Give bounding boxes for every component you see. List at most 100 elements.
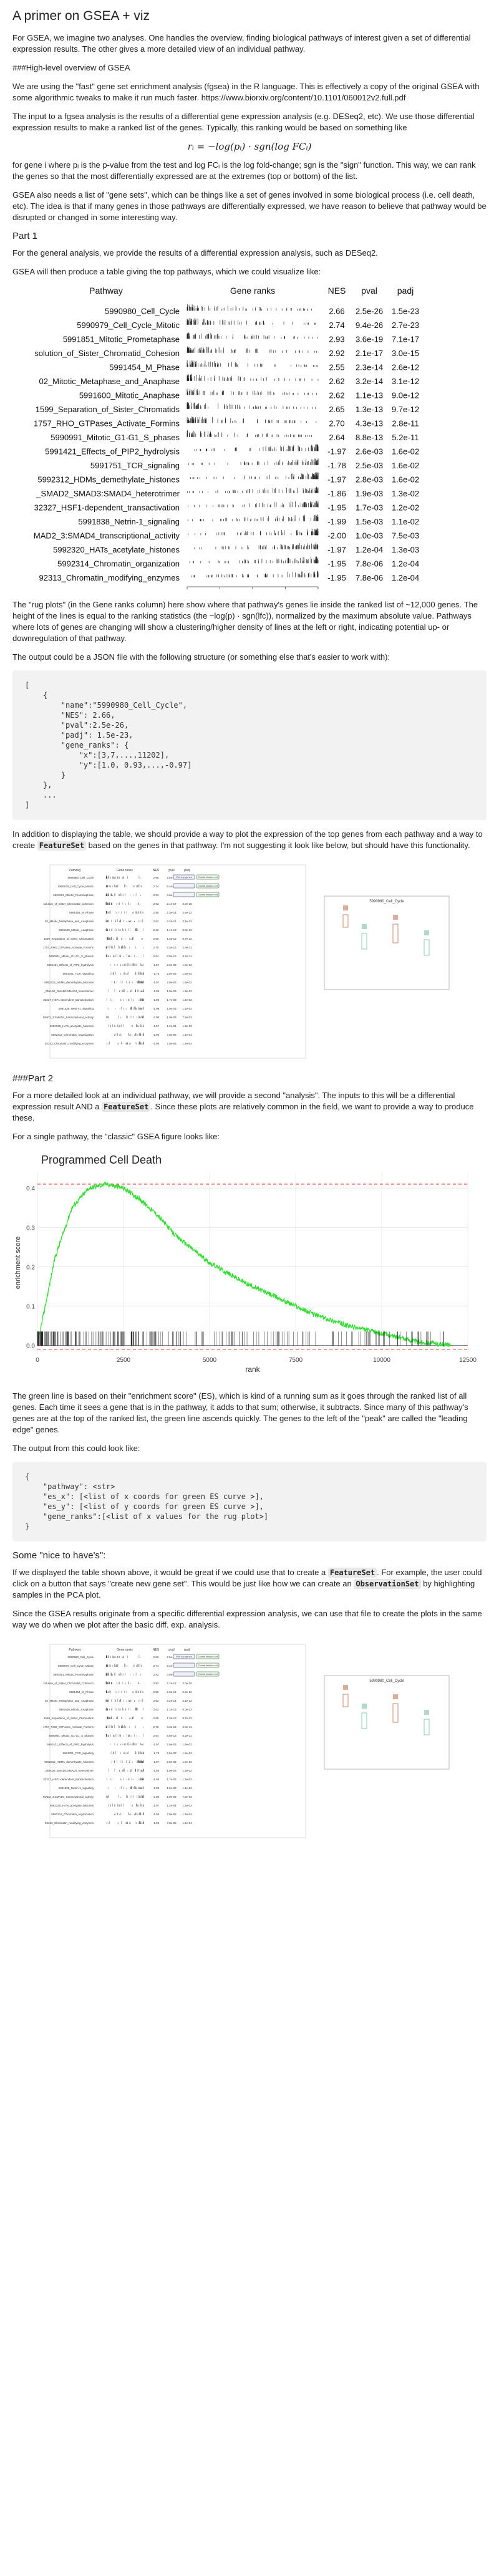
nes-value: -2.00	[327, 531, 346, 540]
mock-nes: 2.66	[153, 876, 159, 879]
es-y-tick: 0.0	[26, 1343, 35, 1349]
plot-top-genes-button-bg	[173, 1654, 195, 1659]
create-feature-set-button-bg	[196, 883, 220, 889]
pathway-label: 1599_Separation_of_Sister_Chromatids	[36, 405, 180, 414]
create-feature-set-button[interactable]: Create feature set	[196, 883, 220, 889]
formula-explain-paragraph: for gene i where pᵢ is the p-value from …	[12, 160, 476, 181]
side-plot-marker	[393, 915, 398, 920]
mock-pval: 2.1e-17	[167, 1682, 177, 1685]
side-plot-box	[392, 1703, 399, 1723]
side-plot-marker	[362, 1704, 367, 1709]
create-feature-set-button[interactable]: Create feature set	[196, 1662, 220, 1668]
featureset-text-pre: In addition to displaying the table, we …	[12, 829, 483, 850]
part2-label: ###Part 2	[12, 1073, 54, 1084]
rug-plot	[187, 318, 316, 325]
mock-rug-plot	[105, 919, 143, 922]
side-plot-box	[342, 914, 349, 928]
padj-value: 5.2e-11	[392, 433, 419, 442]
pathway-label: 5990980_Cell_Cycle	[105, 306, 180, 316]
plot-top-genes-button[interactable]: Plot top genes	[173, 874, 195, 880]
mock-table-header: Pathway	[69, 1648, 81, 1652]
nes-value: -1.99	[327, 517, 346, 526]
pathway-label: 5991838_Netrin-1_signaling	[78, 517, 180, 526]
mock-rug-plot	[105, 1699, 143, 1702]
pval-value: 3.2e-14	[356, 377, 383, 386]
mock-pathway-label: 5991421_Effects_of_PIP2_hydrolysis	[47, 963, 94, 967]
pathway-label: 5991751_TCR_signaling	[90, 461, 180, 470]
mock-nes: 2.62	[153, 1699, 159, 1702]
mock-rug-plot	[105, 954, 143, 957]
side-plot-marker	[343, 905, 348, 910]
create-feature-set-button-bg	[196, 892, 220, 897]
mock-pval: 3.2e-14	[167, 920, 177, 923]
es-x-tick: 7500	[289, 1357, 303, 1364]
mock-pval: 1.5e-03	[167, 1007, 177, 1010]
mock-pval: 3.6e-19	[167, 1673, 177, 1676]
observationset-code: ObservationSet	[354, 1579, 421, 1589]
mock-table-panel	[49, 1644, 306, 1838]
plot-top-genes-button[interactable]	[173, 892, 195, 897]
mock-padj: 1.2e-04	[182, 1813, 192, 1816]
mock-rug-plot	[105, 902, 140, 905]
create-feature-set-button[interactable]: Create feature set	[196, 1654, 220, 1659]
create-feature-set-button[interactable]: Create feature set	[196, 874, 220, 880]
mock-nes: -1.95	[153, 1033, 160, 1036]
mock-nes: 2.64	[153, 1734, 159, 1737]
mock-nes: -1.99	[153, 1787, 160, 1790]
mock-padj: 9.0e-12	[182, 929, 192, 932]
create-feature-set-button[interactable]: Create feature set	[196, 1671, 220, 1677]
rug-plot	[188, 528, 319, 536]
genesets-paragraph: GSEA also needs a list of "gene sets", w…	[12, 190, 487, 222]
pval-value: 2.1e-17	[356, 349, 383, 358]
rug-plot	[187, 304, 312, 311]
mock-pathway-label: 5990980_Cell_Cycle	[67, 876, 94, 879]
mock-padj: 1.6e-02	[182, 981, 192, 984]
mock-pathway-label: 5991600_Mitotic_Anaphase	[59, 1708, 94, 1711]
create-feature-set-button[interactable]: Create feature set	[196, 892, 220, 897]
mock-nes: -1.95	[153, 1778, 160, 1781]
create-feature-set-button-label: Create feature set	[198, 1664, 218, 1667]
mock-rug-plot	[110, 1742, 144, 1745]
plot-top-genes-button[interactable]	[173, 883, 195, 889]
padj-value: 3.1e-12	[392, 377, 419, 386]
mock-rug-plot	[107, 1716, 143, 1719]
mock-pathway-label: 5992314_Chromatin_organization	[51, 1813, 94, 1816]
mock-padj: 1.3e-02	[182, 990, 192, 993]
pval-value: 2.3e-14	[356, 362, 383, 372]
padj-value: 9.0e-12	[392, 390, 419, 400]
mock-padj: 3.0e-15	[182, 1682, 192, 1685]
mock-pval: 2.5e-26	[167, 1656, 177, 1659]
padj-value: 1.2e-04	[392, 573, 419, 582]
mock-table-header: Gene ranks	[117, 869, 133, 872]
mock-nes: 2.62	[153, 929, 159, 932]
create-feature-set-button-label: Create feature set	[198, 884, 218, 887]
mock-nes: -1.95	[153, 1813, 160, 1816]
mock-pathway-label: 5991838_Netrin-1_signaling	[59, 1007, 94, 1010]
mock-pval: 2.8e-03	[167, 981, 177, 984]
es-chart-title: Programmed Cell Death	[41, 1154, 162, 1166]
side-plot-marker	[424, 1710, 429, 1715]
pathway-label: 5991851_Mitotic_Prometaphase	[63, 334, 180, 344]
mock-pval: 3.6e-19	[167, 894, 177, 897]
nice1-paragraph: If we displayed the table shown above, i…	[12, 1567, 487, 1601]
output2-paragraph: The output from this could look like:	[12, 1444, 140, 1453]
nice1-featureset-code: FeatureSet	[327, 1568, 377, 1578]
padj-value: 1.6e-02	[392, 461, 419, 470]
plot-top-genes-button[interactable]	[173, 1662, 195, 1668]
padj-value: 7.1e-17	[392, 334, 419, 344]
table-header: Gene ranks	[230, 286, 275, 296]
pval-value: 2.5e-26	[356, 306, 383, 316]
es-chart: Programmed Cell Death 0.0 0.1 0.2 0.3 0.4 0 250…	[14, 1154, 477, 1374]
nice1-text-post: by highlighting samples in the PCA plot.	[12, 1579, 475, 1599]
mock-padj: 2.8e-11	[183, 1725, 192, 1729]
plot-top-genes-button[interactable]: Plot top genes	[173, 1654, 195, 1659]
part2-text-pre: For a more detailed look at an individua…	[12, 1091, 455, 1111]
mock-pval: 1.3e-13	[167, 1717, 177, 1720]
mock-rug-plot	[105, 1672, 141, 1676]
pval-value: 9.4e-26	[356, 321, 383, 330]
table-header: NES	[328, 286, 346, 296]
plot-top-genes-button[interactable]	[173, 1671, 195, 1677]
mock-nes: -1.95	[153, 998, 160, 1001]
rug-plot	[187, 486, 319, 493]
mock-rug-plot	[112, 1760, 144, 1763]
